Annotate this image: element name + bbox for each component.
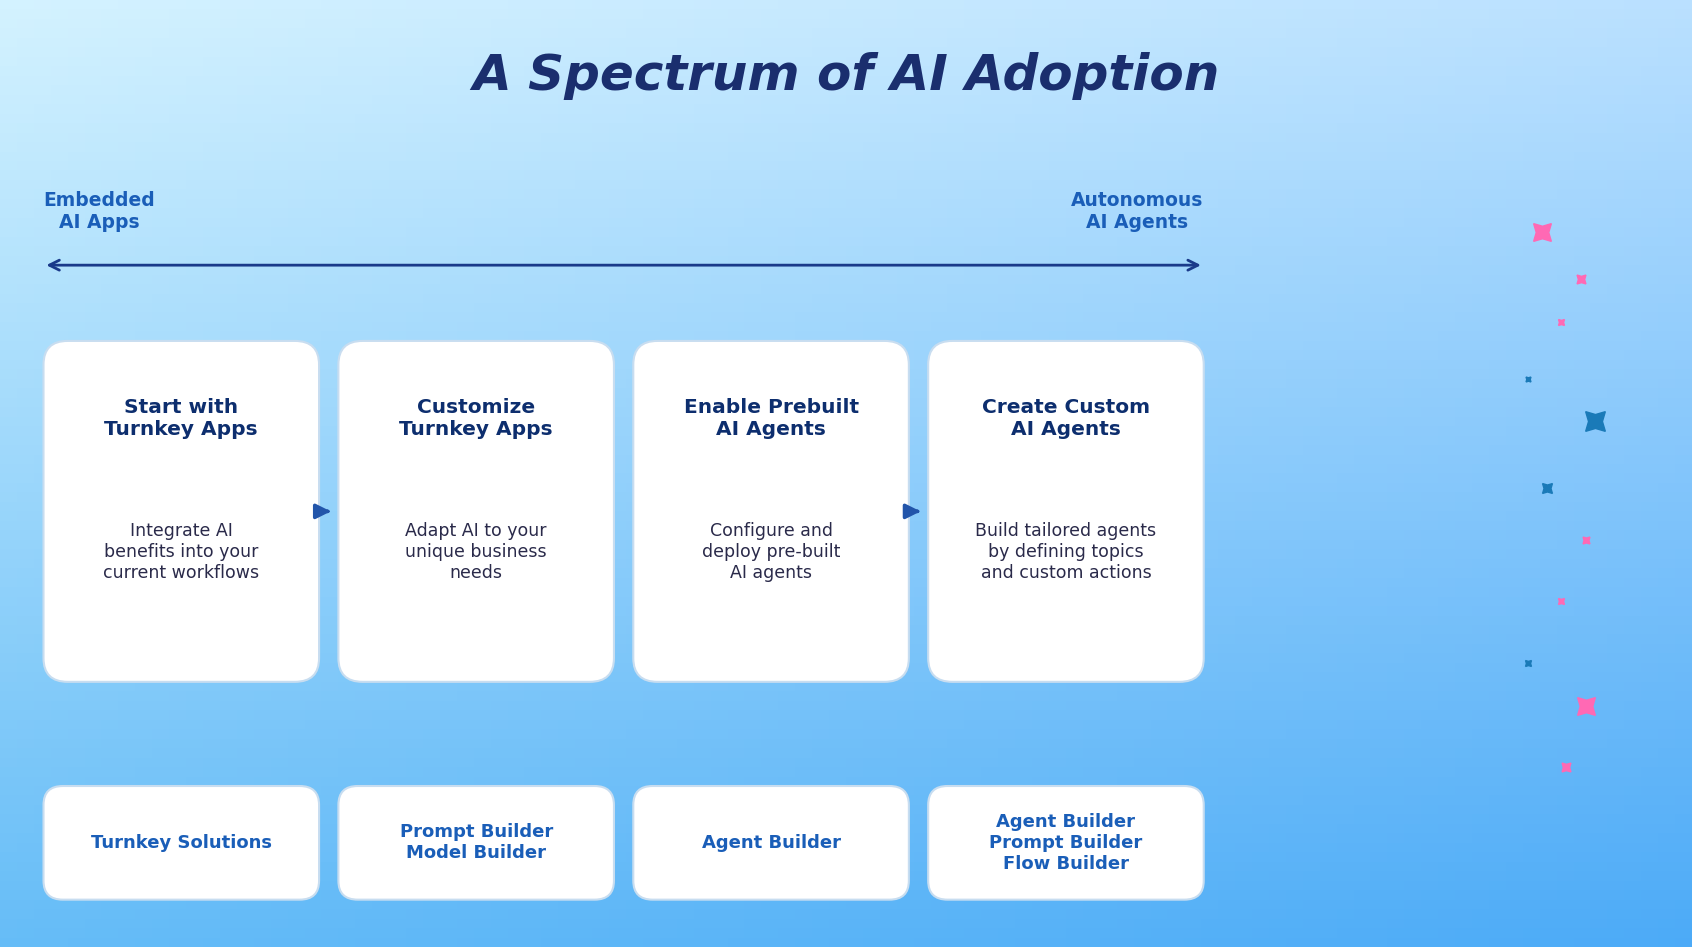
FancyBboxPatch shape [338,341,614,682]
FancyBboxPatch shape [44,341,320,682]
Text: Embedded
AI Apps: Embedded AI Apps [44,191,156,232]
Text: Configure and
deploy pre-built
AI agents: Configure and deploy pre-built AI agents [702,523,841,582]
Text: Autonomous
AI Agents: Autonomous AI Agents [1071,191,1203,232]
FancyBboxPatch shape [633,341,909,682]
Text: Integrate AI
benefits into your
current workflows: Integrate AI benefits into your current … [103,523,259,582]
FancyBboxPatch shape [633,786,909,900]
Text: Build tailored agents
by defining topics
and custom actions: Build tailored agents by defining topics… [975,523,1157,582]
Text: Agent Builder: Agent Builder [702,833,841,852]
Text: Customize
Turnkey Apps: Customize Turnkey Apps [399,398,553,438]
Text: A Spectrum of AI Adoption: A Spectrum of AI Adoption [472,52,1220,100]
Text: Start with
Turnkey Apps: Start with Turnkey Apps [105,398,259,438]
FancyBboxPatch shape [338,786,614,900]
FancyBboxPatch shape [929,341,1203,682]
Text: Turnkey Solutions: Turnkey Solutions [91,833,272,852]
Text: Create Custom
AI Agents: Create Custom AI Agents [981,398,1151,438]
FancyBboxPatch shape [929,786,1203,900]
Text: Prompt Builder
Model Builder: Prompt Builder Model Builder [399,824,553,862]
Text: Enable Prebuilt
AI Agents: Enable Prebuilt AI Agents [684,398,858,438]
Text: Agent Builder
Prompt Builder
Flow Builder: Agent Builder Prompt Builder Flow Builde… [990,813,1142,872]
FancyBboxPatch shape [44,786,320,900]
Text: Adapt AI to your
unique business
needs: Adapt AI to your unique business needs [406,523,547,582]
